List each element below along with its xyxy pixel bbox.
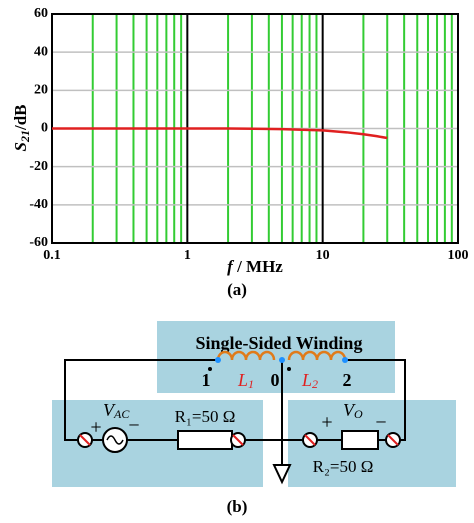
minus-sign: − bbox=[375, 412, 386, 434]
circuit: Single-Sided Winding 1 0 2 L1 L2 + − VAC… bbox=[52, 321, 456, 516]
resistor bbox=[341, 430, 379, 450]
tap-dot bbox=[342, 357, 348, 363]
caption-b: (b) bbox=[227, 497, 248, 516]
resistor bbox=[177, 430, 233, 450]
y-tick-label: -20 bbox=[29, 159, 48, 174]
winding-box bbox=[157, 321, 395, 393]
y-tick-label: -40 bbox=[29, 197, 48, 212]
y-tick-label: 60 bbox=[34, 6, 48, 21]
tap-label: 0 bbox=[271, 370, 280, 390]
tap-dot bbox=[215, 357, 221, 363]
resistor-label: R₂=50 Ω bbox=[313, 457, 374, 476]
tap-dot bbox=[279, 357, 285, 363]
polarity-dot bbox=[208, 367, 212, 371]
data-line bbox=[52, 127, 388, 140]
terminal-slash bbox=[79, 434, 91, 446]
tap-label: 1 bbox=[202, 370, 211, 390]
inductor-label: L2 bbox=[301, 370, 318, 391]
caption-a: (a) bbox=[227, 280, 247, 299]
terminals bbox=[77, 432, 401, 448]
inductors bbox=[216, 350, 347, 361]
winding-title: Single-Sided Winding bbox=[196, 333, 363, 353]
terminal-slash bbox=[387, 434, 399, 446]
resistor-label: R₁=50 Ω bbox=[175, 407, 236, 426]
x-tick-label: 1 bbox=[184, 248, 191, 263]
ground bbox=[272, 464, 292, 485]
x-tick-label: 10 bbox=[316, 248, 330, 263]
y-tick-label: 20 bbox=[34, 83, 48, 98]
y-axis-label: S21/dB bbox=[11, 105, 32, 152]
polarity-dot bbox=[287, 367, 291, 371]
x-axis-label: f / MHz bbox=[227, 257, 283, 276]
plus-sign: + bbox=[90, 417, 101, 439]
terminal-slash bbox=[304, 434, 316, 446]
ac-symbol bbox=[106, 435, 124, 445]
chart: -60 -40 -20 0 20 40 60 0.1 1 10 100 bbox=[29, 6, 468, 263]
inductor-label: L1 bbox=[237, 370, 254, 391]
x-tick-label: 100 bbox=[448, 248, 469, 263]
plus-sign: + bbox=[321, 412, 332, 434]
x-tick-label: 0.1 bbox=[43, 248, 61, 263]
y-tick-label: 0 bbox=[41, 121, 48, 136]
output-label: VO bbox=[343, 400, 363, 421]
y-tick-label: 40 bbox=[34, 44, 48, 59]
minus-sign: − bbox=[128, 415, 139, 437]
source-label: VAC bbox=[103, 400, 130, 421]
tap-label: 2 bbox=[343, 370, 352, 390]
y-tick-label: -60 bbox=[29, 235, 48, 250]
terminal-slash bbox=[232, 434, 244, 446]
